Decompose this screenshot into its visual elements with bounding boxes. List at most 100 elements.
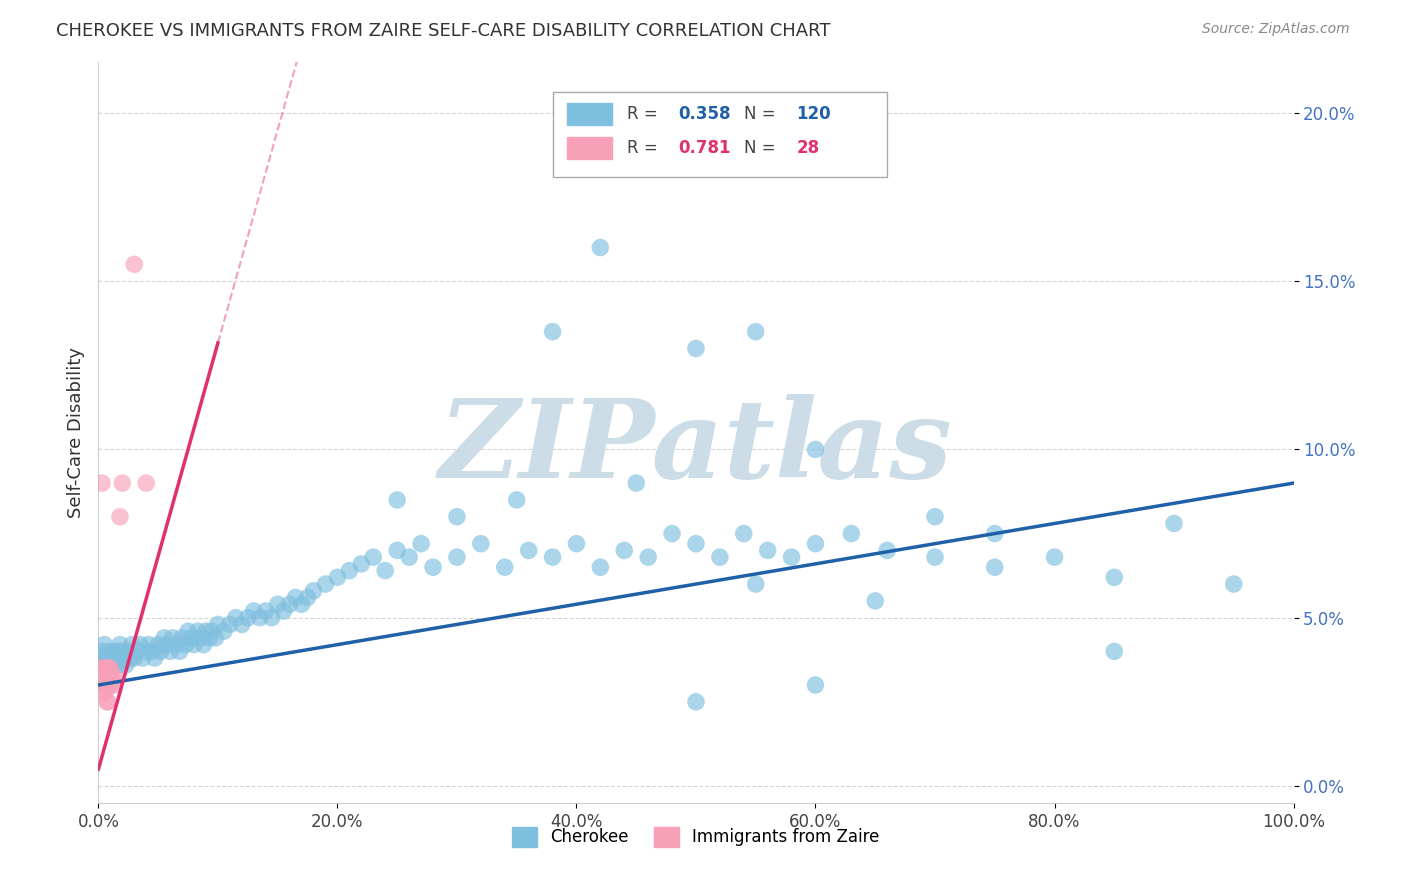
Point <box>153 631 176 645</box>
Point <box>97 661 120 675</box>
Point <box>374 564 396 578</box>
Text: N =: N = <box>744 105 780 123</box>
Point <box>249 610 271 624</box>
Text: 120: 120 <box>796 105 831 123</box>
Bar <box>567 103 613 126</box>
Point <box>297 591 319 605</box>
Point <box>589 240 612 254</box>
Point <box>114 651 136 665</box>
Point <box>446 509 468 524</box>
Point <box>188 631 211 645</box>
Point <box>103 678 125 692</box>
Point <box>91 644 114 658</box>
Point <box>96 651 118 665</box>
Point <box>149 644 172 658</box>
Point <box>541 325 564 339</box>
Point <box>1104 570 1126 584</box>
Point <box>804 678 827 692</box>
Point <box>756 543 779 558</box>
Point <box>470 536 492 550</box>
Point <box>260 610 283 624</box>
Point <box>506 492 529 507</box>
Point <box>91 476 114 491</box>
Point <box>112 644 135 658</box>
Point <box>924 509 946 524</box>
Point <box>183 638 205 652</box>
Point <box>115 657 138 672</box>
Point <box>291 597 314 611</box>
Point <box>1043 550 1066 565</box>
Point <box>117 644 139 658</box>
Point <box>254 604 277 618</box>
Point <box>565 536 588 550</box>
Point <box>141 644 163 658</box>
Point <box>315 577 337 591</box>
Point <box>219 617 242 632</box>
Point <box>105 671 128 685</box>
Point <box>876 543 898 558</box>
Point <box>97 644 120 658</box>
Point <box>104 651 127 665</box>
Text: ZIPatlas: ZIPatlas <box>439 393 953 501</box>
Point <box>138 638 160 652</box>
Point <box>100 648 122 662</box>
Point <box>661 526 683 541</box>
Point <box>98 671 121 685</box>
Point <box>91 678 114 692</box>
Point <box>626 476 648 491</box>
Point <box>685 342 707 356</box>
Point <box>107 651 129 665</box>
Point <box>201 624 224 639</box>
Point <box>124 651 146 665</box>
Point <box>111 651 134 665</box>
Point <box>111 476 134 491</box>
Point <box>984 560 1007 574</box>
Point <box>745 325 768 339</box>
Text: N =: N = <box>744 139 780 157</box>
Point <box>101 671 124 685</box>
Point <box>517 543 540 558</box>
Point <box>135 476 157 491</box>
Point <box>97 695 120 709</box>
Point <box>637 550 659 565</box>
Point <box>98 655 121 669</box>
Text: Source: ZipAtlas.com: Source: ZipAtlas.com <box>1202 22 1350 37</box>
Text: 0.781: 0.781 <box>678 139 731 157</box>
Point <box>363 550 385 565</box>
Point <box>93 638 115 652</box>
Bar <box>567 137 613 160</box>
Point <box>339 564 361 578</box>
Point <box>107 644 129 658</box>
Point <box>613 543 636 558</box>
Point <box>924 550 946 565</box>
Point <box>162 631 184 645</box>
Point <box>225 610 247 624</box>
Point <box>131 651 153 665</box>
Point <box>129 638 152 652</box>
Point <box>207 617 229 632</box>
Point <box>91 661 114 675</box>
Point <box>446 550 468 565</box>
Point <box>93 661 115 675</box>
Point <box>733 526 755 541</box>
Point <box>302 583 325 598</box>
Point <box>780 550 803 565</box>
Point <box>231 617 253 632</box>
Point <box>177 624 200 639</box>
Point <box>284 591 307 605</box>
Point <box>124 257 146 271</box>
Point <box>96 661 118 675</box>
Point <box>709 550 731 565</box>
Point <box>121 638 143 652</box>
Point <box>385 543 409 558</box>
Point <box>101 655 124 669</box>
Point <box>108 509 131 524</box>
Point <box>108 638 131 652</box>
Point <box>236 610 259 624</box>
Point <box>94 678 117 692</box>
Point <box>98 661 122 675</box>
Text: R =: R = <box>627 105 662 123</box>
Text: CHEROKEE VS IMMIGRANTS FROM ZAIRE SELF-CARE DISABILITY CORRELATION CHART: CHEROKEE VS IMMIGRANTS FROM ZAIRE SELF-C… <box>56 22 831 40</box>
Point <box>841 526 863 541</box>
Point <box>105 657 128 672</box>
